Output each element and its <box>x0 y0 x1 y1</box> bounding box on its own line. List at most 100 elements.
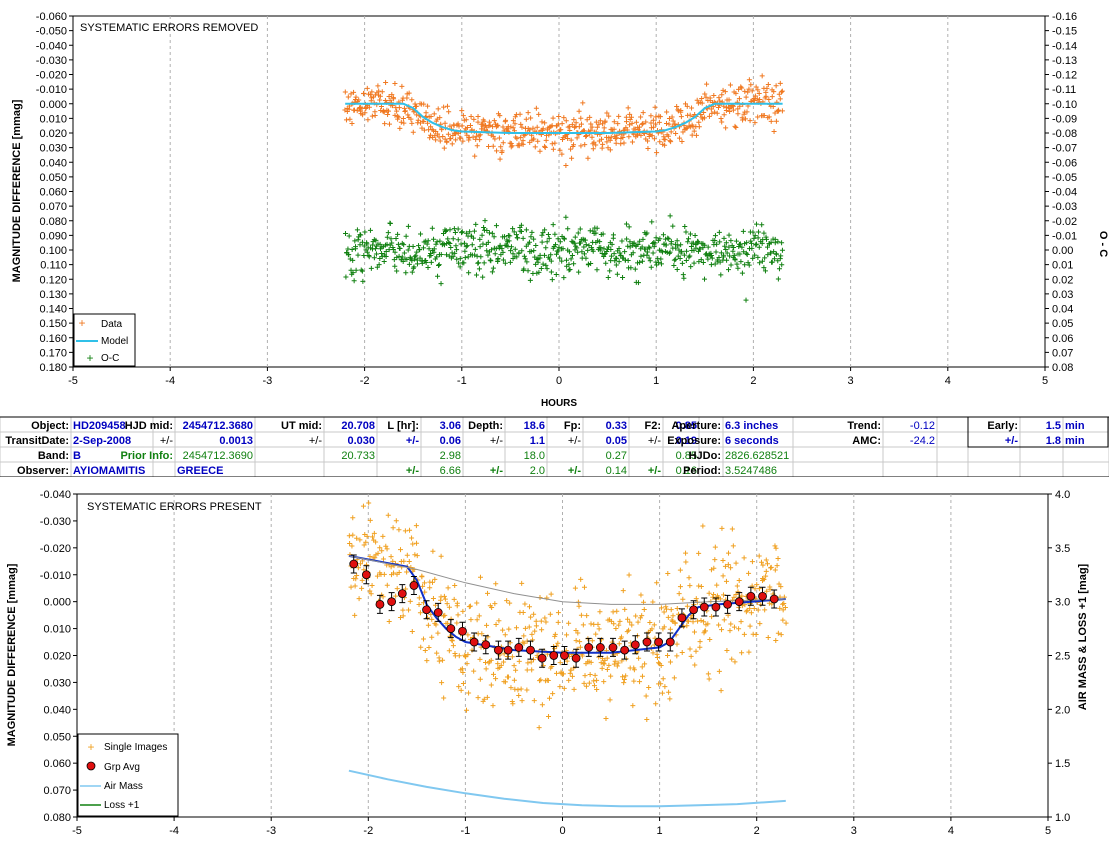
table-cell: L [hr]: <box>387 420 419 432</box>
scatter-point <box>637 259 643 265</box>
chart1-xlabel: HOURS <box>541 398 577 409</box>
scatter-point <box>744 240 750 246</box>
scatter-point <box>609 241 615 247</box>
scatter-point <box>680 129 686 135</box>
series-line-air-mass <box>348 769 786 808</box>
scatter-point <box>725 550 731 556</box>
scatter-point <box>532 144 538 150</box>
scatter-point <box>725 562 731 568</box>
scatter-point <box>745 89 751 95</box>
scatter-point <box>380 556 386 562</box>
scatter-point <box>739 270 745 276</box>
scatter-point <box>479 631 485 637</box>
scatter-point <box>399 83 405 89</box>
scatter-point <box>398 119 404 125</box>
scatter-point <box>736 577 742 583</box>
scatter-point <box>475 119 481 125</box>
x-tick-label: -3 <box>266 825 276 837</box>
scatter-point <box>531 236 537 242</box>
scatter-point <box>357 242 363 248</box>
scatter-point <box>608 618 614 624</box>
scatter-point <box>753 84 759 90</box>
scatter-point <box>708 250 714 256</box>
scatter-point <box>435 273 441 279</box>
scatter-point <box>678 242 684 248</box>
scatter-point <box>640 236 646 242</box>
scatter-point <box>645 138 651 144</box>
scatter-point <box>560 671 566 677</box>
scatter-point <box>518 134 524 140</box>
y-tick-label: -0.040 <box>40 489 71 501</box>
scatter-point <box>434 650 440 656</box>
scatter-point <box>714 241 720 247</box>
group-average-point <box>711 602 721 612</box>
scatter-point <box>733 560 739 566</box>
scatter-point <box>557 684 563 690</box>
scatter-point <box>539 119 545 125</box>
scatter-point <box>429 616 435 622</box>
scatter-point <box>373 251 379 257</box>
scatter-point <box>698 257 704 263</box>
scatter-point <box>647 258 653 264</box>
scatter-point <box>471 668 477 674</box>
scatter-point <box>607 697 613 703</box>
scatter-point <box>352 238 358 244</box>
scatter-point <box>616 259 622 265</box>
scatter-point <box>763 89 769 95</box>
scatter-point <box>404 552 410 558</box>
scatter-point <box>661 624 667 630</box>
y-tick-label: 0.110 <box>40 260 67 272</box>
x-tick-label: 1 <box>657 825 663 837</box>
scatter-point <box>778 584 784 590</box>
scatter-point <box>648 120 654 126</box>
y-tick-label: 0.100 <box>39 245 67 257</box>
scatter-point <box>353 94 359 100</box>
scatter-point <box>477 236 483 242</box>
scatter-point <box>508 141 514 147</box>
scatter-point <box>442 229 448 235</box>
scatter-point <box>343 117 349 123</box>
y2-tick-label: 0.00 <box>1052 245 1073 257</box>
x-tick-label: -5 <box>72 825 82 837</box>
series-line-trend <box>348 555 786 605</box>
table-cell: 18.6 <box>524 420 545 432</box>
table-cell: 2.98 <box>440 450 461 462</box>
scatter-point <box>446 240 452 246</box>
table-cell: Aperture: <box>671 420 721 432</box>
scatter-point <box>678 114 684 120</box>
scatter-point <box>578 612 584 618</box>
scatter-point <box>712 109 718 115</box>
scatter-point <box>710 594 716 600</box>
table-cell: +/- <box>568 435 581 447</box>
scatter-point <box>502 679 508 685</box>
group-average-point <box>699 602 709 612</box>
scatter-point <box>654 150 660 156</box>
table-cell: Trend: <box>847 420 881 432</box>
scatter-point <box>682 223 688 229</box>
scatter-point <box>727 628 733 634</box>
scatter-point <box>772 110 778 116</box>
scatter-point <box>536 111 542 117</box>
group-average-point <box>361 570 371 580</box>
scatter-point <box>532 628 538 634</box>
scatter-point <box>453 243 459 249</box>
scatter-point <box>573 120 579 126</box>
scatter-point <box>421 127 427 133</box>
scatter-point <box>735 106 741 112</box>
scatter-point <box>369 534 375 540</box>
scatter-point <box>569 238 575 244</box>
scatter-point <box>377 241 383 247</box>
scatter-point <box>417 610 423 616</box>
chart1-legend: + Data Model + O-C <box>73 313 136 367</box>
scatter-point <box>733 238 739 244</box>
scatter-point <box>755 607 761 613</box>
scatter-point <box>604 666 610 672</box>
scatter-point <box>388 564 394 570</box>
scatter-point <box>777 605 783 611</box>
scatter-point <box>758 559 764 565</box>
scatter-point <box>743 297 749 303</box>
scatter-point <box>381 571 387 577</box>
y2-tick-label: -0.11 <box>1052 84 1076 96</box>
scatter-point <box>721 617 727 623</box>
scatter-point <box>666 121 672 127</box>
